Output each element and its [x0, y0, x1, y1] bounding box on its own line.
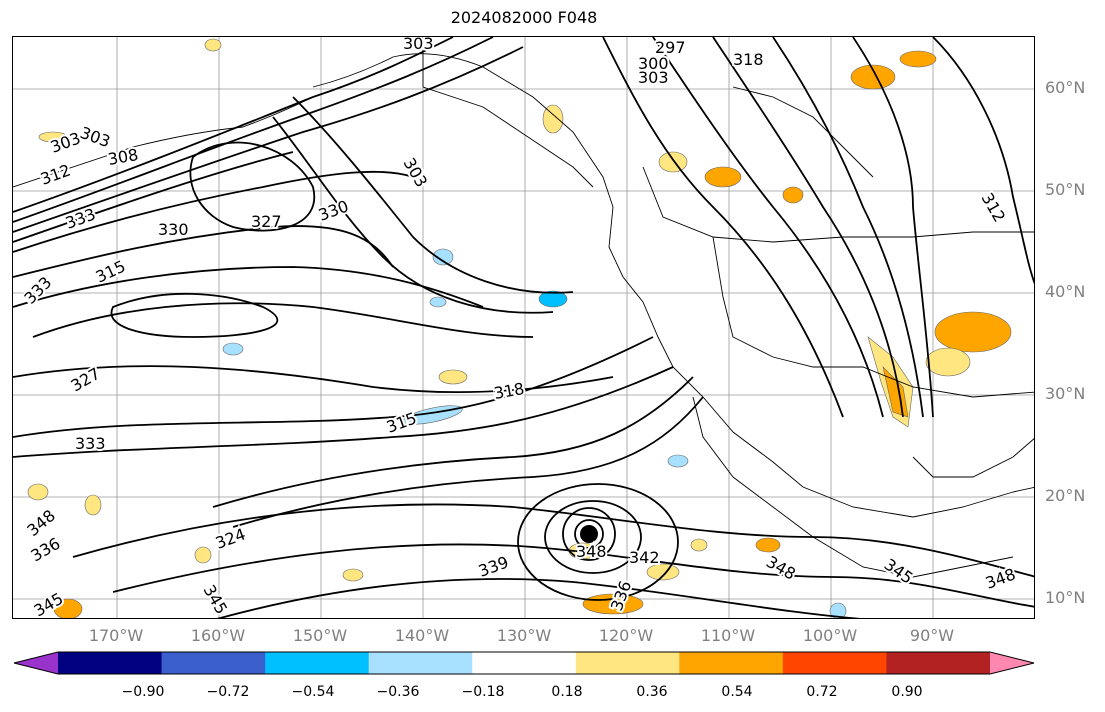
- contour-label: 303: [78, 123, 113, 151]
- contour-label: 303: [403, 37, 434, 53]
- lat-label-50n: 50°N: [1045, 180, 1086, 199]
- colorbar-tick-label: 0.18: [551, 684, 583, 700]
- contour-label: 324: [213, 524, 248, 552]
- contour-label: 327: [251, 212, 282, 231]
- lon-label-140w: 140°W: [394, 626, 450, 645]
- lat-label-20n: 20°N: [1045, 486, 1086, 505]
- contour-label: 348: [576, 542, 607, 561]
- contour-label: 348: [763, 552, 799, 584]
- colorbar-outline: [13, 651, 1035, 675]
- colorbar-tick-label: −0.18: [461, 684, 505, 700]
- colorbar-segment: [679, 652, 784, 674]
- colorbar-tick-label: −0.90: [121, 684, 165, 700]
- lat-label-60n: 60°N: [1045, 78, 1086, 97]
- contour-label: 345: [200, 582, 232, 618]
- lon-label-150w: 150°W: [292, 626, 348, 645]
- contour-label: 318: [492, 379, 525, 403]
- colorbar-tick-label: 0.72: [806, 684, 838, 700]
- contour-label: 348: [983, 564, 1018, 592]
- contour-label: 312: [978, 190, 1010, 226]
- colorbar-tick-label: 0.90: [891, 684, 923, 700]
- colorbar-tick-label: 0.54: [721, 684, 753, 700]
- contour-label: 303: [400, 155, 432, 191]
- colorbar-segment: [58, 652, 163, 674]
- colorbar-tick-label: 0.36: [636, 684, 668, 700]
- colorbar-segment: [575, 652, 680, 674]
- lon-label-130w: 130°W: [496, 626, 552, 645]
- storm-center-marker: [580, 525, 598, 543]
- graticule: [13, 37, 1034, 618]
- colorbar-tick-label: −0.54: [291, 684, 335, 700]
- contour-label: 342: [629, 548, 660, 567]
- shaded-patches: [27, 38, 1012, 618]
- contour-label: 308: [106, 145, 139, 169]
- map-canvas: 303 297 300 303 318 303 303 308 312 333 …: [13, 37, 1034, 618]
- contour-label: 300: [638, 54, 669, 73]
- contour-label: 315: [93, 256, 129, 286]
- colorbar-tick-label: −0.36: [376, 684, 420, 700]
- colorbar-segment: [265, 652, 370, 674]
- lat-label-10n: 10°N: [1045, 588, 1086, 607]
- contour-label: 339: [476, 552, 511, 580]
- colorbar-segment: [472, 652, 577, 674]
- contour-label: 330: [158, 220, 189, 239]
- contour-label: 318: [733, 50, 764, 69]
- colorbar-segment: [368, 652, 473, 674]
- lon-label-90w: 90°W: [909, 626, 955, 645]
- map-panel: 303 297 300 303 318 303 303 308 312 333 …: [12, 36, 1035, 619]
- map-title: 2024082000 F048: [450, 8, 598, 27]
- lon-label-160w: 160°W: [190, 626, 246, 645]
- contour-label: 333: [63, 204, 98, 232]
- colorbar: [13, 651, 1035, 675]
- contour-lines: [13, 37, 1034, 618]
- contour-label: 336: [28, 534, 64, 566]
- colorbar-segment: [14, 652, 58, 674]
- contour-label: 303: [638, 68, 669, 87]
- colorbar-segment: [782, 652, 887, 674]
- colorbar-segment: [161, 652, 266, 674]
- contour-label: 312: [38, 160, 73, 188]
- lon-label-120w: 120°W: [598, 626, 654, 645]
- contour-label: 297: [655, 38, 686, 57]
- colorbar-segment: [886, 652, 991, 674]
- lat-label-30n: 30°N: [1045, 384, 1086, 403]
- lon-label-170w: 170°W: [88, 626, 144, 645]
- colorbar-tick-label: −0.72: [206, 684, 250, 700]
- lat-label-40n: 40°N: [1045, 282, 1086, 301]
- contour-label: 333: [75, 434, 106, 453]
- lon-label-110w: 110°W: [700, 626, 756, 645]
- lon-label-100w: 100°W: [802, 626, 858, 645]
- colorbar-segment: [990, 652, 1034, 674]
- contour-label: 315: [384, 408, 419, 436]
